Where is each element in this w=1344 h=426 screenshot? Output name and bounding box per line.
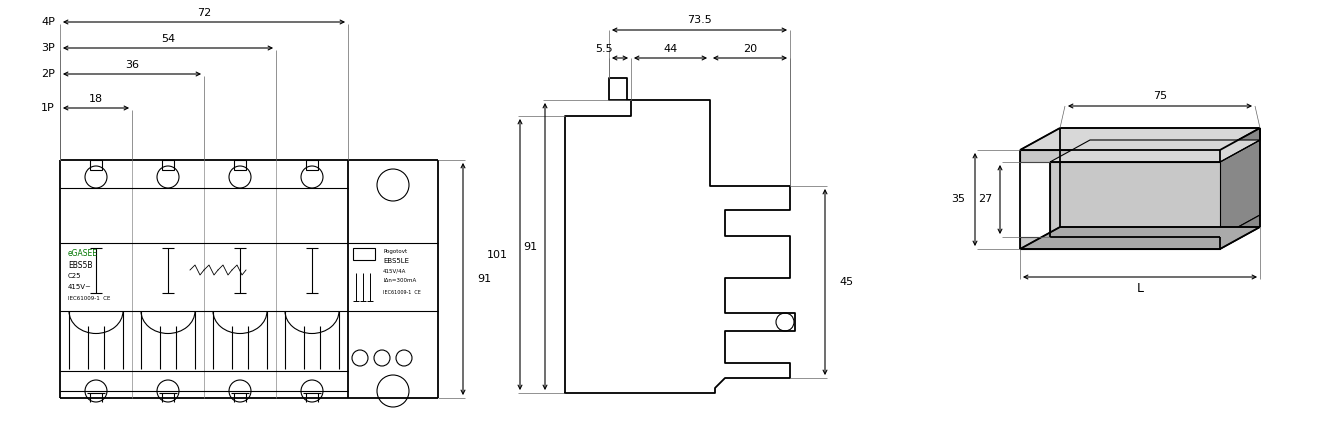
Text: 44: 44 bbox=[664, 44, 677, 54]
Polygon shape bbox=[1220, 140, 1261, 237]
Text: 45: 45 bbox=[839, 277, 853, 287]
Text: L: L bbox=[1137, 282, 1144, 296]
Polygon shape bbox=[1050, 140, 1261, 162]
Text: 1P: 1P bbox=[42, 103, 55, 113]
Text: 91: 91 bbox=[523, 242, 538, 251]
Text: 4P: 4P bbox=[42, 17, 55, 27]
Text: IEC61009-1  CE: IEC61009-1 CE bbox=[69, 296, 110, 302]
Text: 27: 27 bbox=[977, 195, 992, 204]
Polygon shape bbox=[1220, 128, 1261, 162]
Text: 35: 35 bbox=[952, 195, 965, 204]
Text: 18: 18 bbox=[89, 94, 103, 104]
Polygon shape bbox=[1220, 215, 1261, 249]
Polygon shape bbox=[1020, 128, 1261, 150]
Text: 3P: 3P bbox=[42, 43, 55, 53]
Text: 75: 75 bbox=[1153, 91, 1167, 101]
Text: C25: C25 bbox=[69, 273, 82, 279]
Text: 54: 54 bbox=[161, 34, 175, 44]
Polygon shape bbox=[1020, 227, 1261, 249]
Bar bbox=[306, 160, 319, 170]
Text: 73.5: 73.5 bbox=[687, 15, 712, 25]
Bar bbox=[234, 160, 246, 170]
Text: eGASEE: eGASEE bbox=[69, 250, 98, 259]
Text: 101: 101 bbox=[487, 250, 508, 259]
Text: IEC61009-1  CE: IEC61009-1 CE bbox=[383, 291, 421, 296]
Text: 91: 91 bbox=[477, 274, 491, 284]
Polygon shape bbox=[1020, 150, 1220, 162]
Text: Pogotovt: Pogotovt bbox=[383, 248, 407, 253]
Text: 36: 36 bbox=[125, 60, 138, 70]
Bar bbox=[90, 160, 102, 170]
Text: 72: 72 bbox=[196, 8, 211, 18]
Text: EBS5B: EBS5B bbox=[69, 261, 93, 270]
Text: 415V/4A: 415V/4A bbox=[383, 268, 406, 273]
Text: EBS5LE: EBS5LE bbox=[383, 258, 409, 264]
Text: IΔn=300mA: IΔn=300mA bbox=[383, 279, 417, 283]
Bar bbox=[353, 248, 375, 260]
Text: 2P: 2P bbox=[42, 69, 55, 79]
Bar bbox=[163, 160, 173, 170]
Text: 5.5: 5.5 bbox=[595, 44, 613, 54]
Text: 20: 20 bbox=[743, 44, 757, 54]
Polygon shape bbox=[1050, 162, 1220, 237]
Polygon shape bbox=[1020, 237, 1220, 249]
Text: 415V~: 415V~ bbox=[69, 284, 91, 290]
